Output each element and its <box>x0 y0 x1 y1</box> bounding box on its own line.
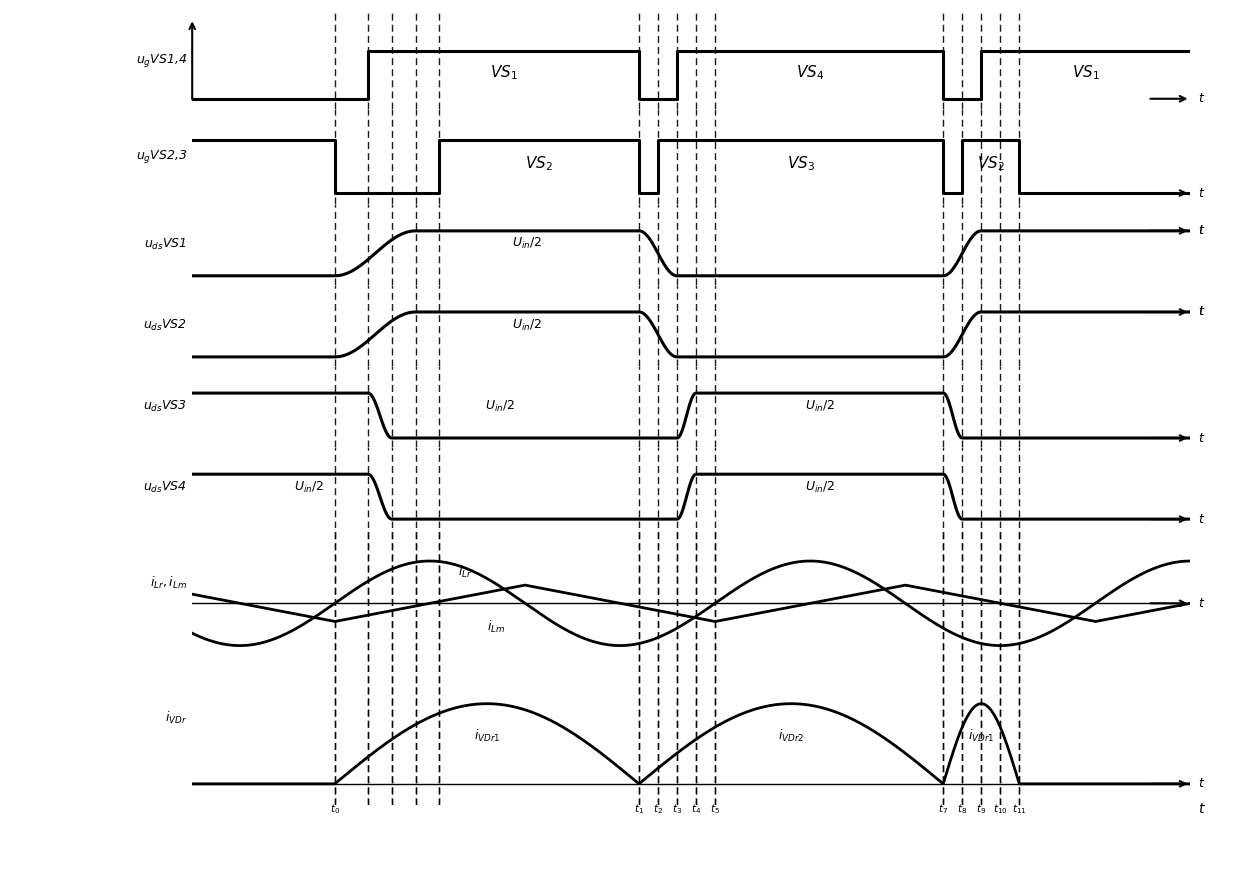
Text: $t$: $t$ <box>1198 431 1205 444</box>
Text: $U_{in}/2$: $U_{in}/2$ <box>485 399 515 414</box>
Text: $t$: $t$ <box>1198 513 1205 525</box>
Text: $i_{VDr1}$: $i_{VDr1}$ <box>474 728 500 744</box>
Text: $i_{VDr}$: $i_{VDr}$ <box>165 710 187 726</box>
Text: $i_{VDr1}$: $i_{VDr1}$ <box>968 728 994 744</box>
Text: $t$: $t$ <box>1198 305 1205 319</box>
Text: $t_0$: $t_0$ <box>330 802 340 816</box>
Text: $t$: $t$ <box>1198 224 1205 238</box>
Text: $t_2$: $t_2$ <box>653 802 663 816</box>
Text: $i_{Lr},i_{Lm}$: $i_{Lr},i_{Lm}$ <box>150 575 187 590</box>
Text: $u_g$VS2,3: $u_g$VS2,3 <box>136 148 187 165</box>
Text: $t_7$: $t_7$ <box>939 802 949 816</box>
Text: $i_{Lr}$: $i_{Lr}$ <box>459 564 472 580</box>
Text: $t_{11}$: $t_{11}$ <box>1012 802 1027 816</box>
Text: $t$: $t$ <box>1198 777 1205 790</box>
Text: $u_g$VS1,4: $u_g$VS1,4 <box>136 53 187 70</box>
Text: $t$: $t$ <box>1198 305 1205 319</box>
Text: $U_{in}/2$: $U_{in}/2$ <box>512 237 542 252</box>
Text: $u_{ds}$VS4: $u_{ds}$VS4 <box>144 480 187 495</box>
Text: $U_{in}/2$: $U_{in}/2$ <box>512 318 542 333</box>
Text: $t$: $t$ <box>1198 92 1205 106</box>
Text: $t$: $t$ <box>1198 224 1205 238</box>
Text: $U_{in}/2$: $U_{in}/2$ <box>805 480 835 495</box>
Text: $VS_1$: $VS_1$ <box>490 63 517 82</box>
Text: $VS_2$: $VS_2$ <box>977 155 1004 173</box>
Text: $t_3$: $t_3$ <box>672 802 682 816</box>
Text: $i_{Lm}$: $i_{Lm}$ <box>487 619 505 634</box>
Text: $t_8$: $t_8$ <box>957 802 967 816</box>
Text: $t$: $t$ <box>1198 597 1205 610</box>
Text: $U_{in}/2$: $U_{in}/2$ <box>294 480 324 495</box>
Text: $U_{in}/2$: $U_{in}/2$ <box>805 399 835 414</box>
Text: $VS_2$: $VS_2$ <box>526 155 553 173</box>
Text: $t_1$: $t_1$ <box>634 802 644 816</box>
Text: $VS_1$: $VS_1$ <box>1071 63 1100 82</box>
Text: $t$: $t$ <box>1198 802 1205 816</box>
Text: $i_{VDr2}$: $i_{VDr2}$ <box>777 728 805 744</box>
Text: $VS_3$: $VS_3$ <box>786 155 815 173</box>
Text: $t_5$: $t_5$ <box>711 802 720 816</box>
Text: $VS_4$: $VS_4$ <box>796 63 825 82</box>
Text: $u_{ds}$VS1: $u_{ds}$VS1 <box>144 237 187 253</box>
Text: $t_{10}$: $t_{10}$ <box>993 802 1008 816</box>
Text: $u_{ds}$VS3: $u_{ds}$VS3 <box>143 400 187 414</box>
Text: $u_{ds}$VS2: $u_{ds}$VS2 <box>143 319 187 334</box>
Text: $t_9$: $t_9$ <box>976 802 986 816</box>
Text: $t_4$: $t_4$ <box>691 802 701 816</box>
Text: $t$: $t$ <box>1198 187 1205 200</box>
